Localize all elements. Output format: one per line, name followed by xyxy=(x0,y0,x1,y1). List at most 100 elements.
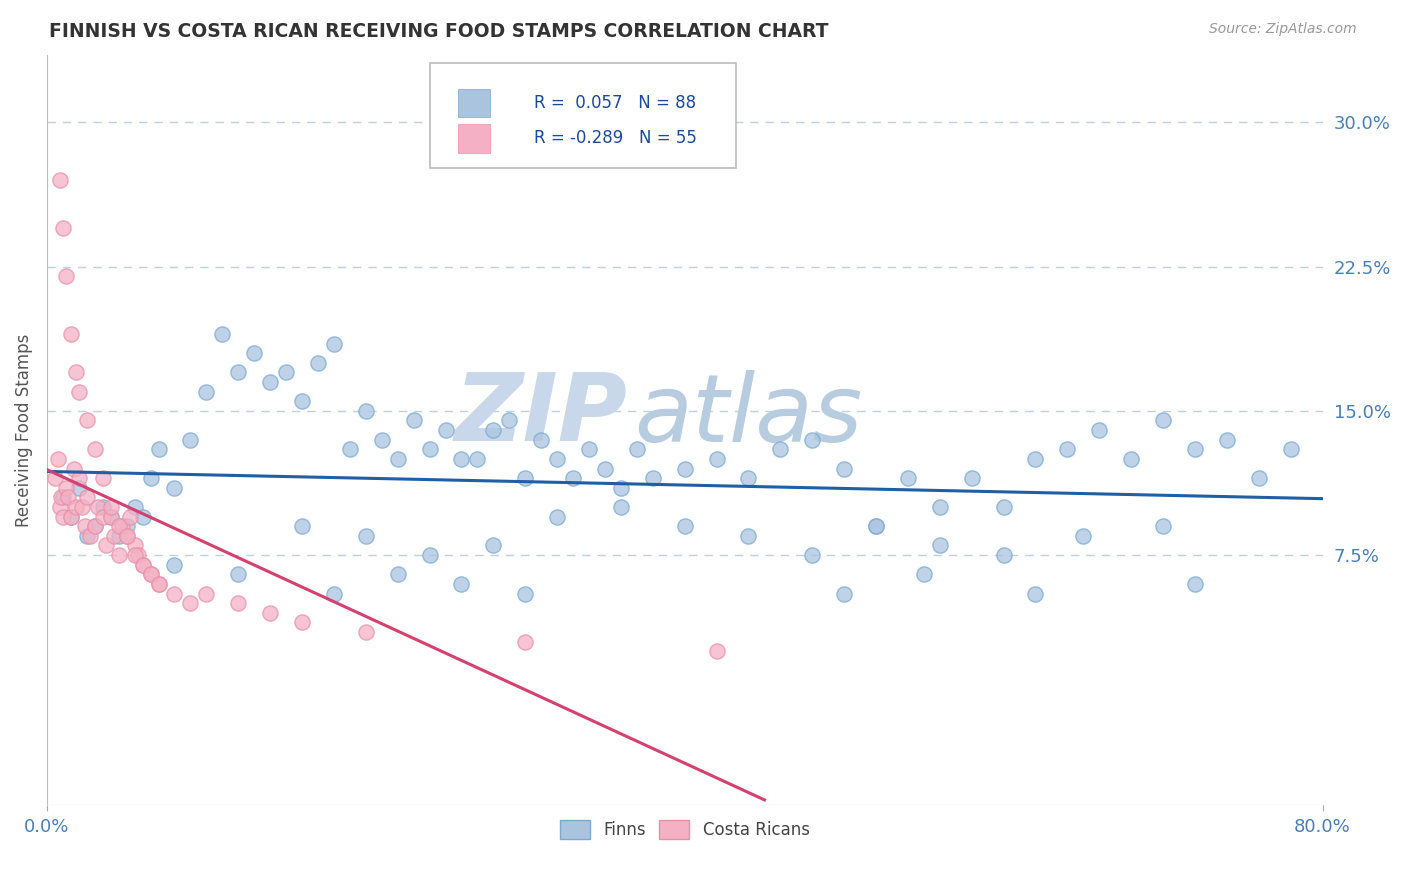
Point xyxy=(243,346,266,360)
Point xyxy=(100,500,122,514)
Point xyxy=(67,471,90,485)
Point xyxy=(65,500,87,514)
Text: FINNISH VS COSTA RICAN RECEIVING FOOD STAMPS CORRELATION CHART: FINNISH VS COSTA RICAN RECEIVING FOOD ST… xyxy=(49,22,828,41)
Point xyxy=(67,481,90,495)
Point xyxy=(131,509,153,524)
Point xyxy=(179,596,201,610)
Point xyxy=(928,500,950,514)
Text: ZIP: ZIP xyxy=(454,369,627,461)
Point xyxy=(107,548,129,562)
Point xyxy=(1152,519,1174,533)
Point xyxy=(107,519,129,533)
Point xyxy=(1056,442,1078,457)
Point xyxy=(450,451,472,466)
Point xyxy=(195,586,218,600)
Point xyxy=(107,529,129,543)
Point xyxy=(91,500,114,514)
Point xyxy=(76,529,98,543)
Point xyxy=(195,384,218,399)
Point xyxy=(641,471,664,485)
Point xyxy=(127,548,149,562)
Point xyxy=(87,500,110,514)
Point xyxy=(52,491,75,505)
Point xyxy=(912,567,935,582)
Point xyxy=(897,471,920,485)
Point xyxy=(59,509,82,524)
Point xyxy=(673,461,696,475)
Point xyxy=(163,481,186,495)
Point xyxy=(70,500,93,514)
Point xyxy=(52,509,75,524)
Point xyxy=(322,586,344,600)
Point xyxy=(450,577,472,591)
Point xyxy=(1184,577,1206,591)
Point xyxy=(530,433,553,447)
Point xyxy=(67,384,90,399)
Point xyxy=(1024,586,1046,600)
Point xyxy=(993,500,1015,514)
Point xyxy=(1152,413,1174,427)
Point xyxy=(76,491,98,505)
Point xyxy=(354,624,377,639)
Point xyxy=(307,356,329,370)
Point xyxy=(737,471,759,485)
Point xyxy=(83,519,105,533)
Point xyxy=(226,365,249,379)
Point xyxy=(339,442,361,457)
Point xyxy=(103,529,125,543)
Point xyxy=(291,615,314,630)
Point xyxy=(139,567,162,582)
Point xyxy=(546,509,568,524)
Point xyxy=(79,529,101,543)
Point xyxy=(291,394,314,409)
Point xyxy=(371,433,394,447)
Point xyxy=(737,529,759,543)
Point xyxy=(111,519,134,533)
Point xyxy=(928,538,950,552)
Point xyxy=(467,451,489,466)
Point xyxy=(1247,471,1270,485)
Point xyxy=(259,606,281,620)
Point xyxy=(498,413,520,427)
Point xyxy=(63,461,86,475)
Point xyxy=(960,471,983,485)
Point xyxy=(139,567,162,582)
Point xyxy=(65,365,87,379)
Point xyxy=(94,538,117,552)
Text: R =  0.057   N = 88: R = 0.057 N = 88 xyxy=(534,95,696,112)
Text: Source: ZipAtlas.com: Source: ZipAtlas.com xyxy=(1209,22,1357,37)
Point xyxy=(124,538,146,552)
Point xyxy=(434,423,457,437)
Bar xyxy=(457,124,489,153)
Bar xyxy=(457,89,489,118)
Point xyxy=(259,375,281,389)
Point xyxy=(354,404,377,418)
Point xyxy=(801,433,824,447)
Point xyxy=(1184,442,1206,457)
Point xyxy=(51,491,73,505)
Point xyxy=(163,586,186,600)
Point xyxy=(1121,451,1143,466)
Point xyxy=(115,529,138,543)
Point xyxy=(706,644,728,658)
Point xyxy=(1279,442,1302,457)
Point xyxy=(1088,423,1111,437)
Point xyxy=(593,461,616,475)
Point xyxy=(832,586,855,600)
Point xyxy=(402,413,425,427)
Point xyxy=(274,365,297,379)
Point xyxy=(226,596,249,610)
Point xyxy=(76,413,98,427)
Point xyxy=(139,471,162,485)
Point xyxy=(419,442,441,457)
Point xyxy=(610,481,633,495)
Point xyxy=(55,481,77,495)
Point xyxy=(148,442,170,457)
Point xyxy=(832,461,855,475)
Point xyxy=(115,519,138,533)
Point xyxy=(387,451,409,466)
Point xyxy=(387,567,409,582)
Point xyxy=(354,529,377,543)
Point xyxy=(115,529,138,543)
Point xyxy=(673,519,696,533)
